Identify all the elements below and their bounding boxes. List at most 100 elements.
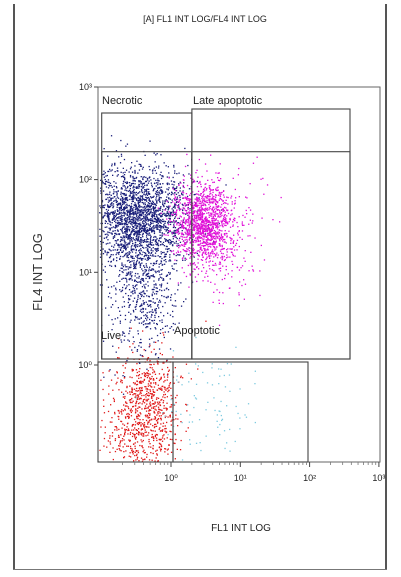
data-point <box>158 415 161 417</box>
data-point <box>141 184 143 186</box>
data-point <box>135 384 138 386</box>
data-point <box>151 375 153 378</box>
data-point <box>168 192 171 194</box>
data-point <box>197 231 199 233</box>
data-point <box>126 413 128 415</box>
data-point <box>175 410 177 413</box>
data-point <box>157 220 159 222</box>
data-point <box>142 202 144 204</box>
data-point <box>119 322 121 324</box>
data-point <box>218 205 220 207</box>
data-point <box>222 210 224 212</box>
data-point <box>219 245 221 247</box>
data-point <box>138 229 140 231</box>
data-point <box>127 339 129 341</box>
data-point <box>145 283 147 285</box>
data-point <box>156 298 158 300</box>
data-point <box>195 251 197 254</box>
data-point <box>182 221 184 223</box>
data-point <box>197 273 199 276</box>
data-point <box>169 215 171 217</box>
data-point <box>221 209 223 211</box>
data-point <box>175 236 177 238</box>
data-point <box>131 213 133 215</box>
data-point <box>216 414 218 416</box>
data-point <box>123 239 125 241</box>
data-point <box>105 175 107 177</box>
data-point <box>220 234 223 236</box>
data-point <box>132 175 134 178</box>
data-point <box>154 408 156 410</box>
data-point <box>115 351 117 353</box>
data-point <box>198 235 200 237</box>
data-point <box>153 286 155 288</box>
data-point <box>175 230 177 232</box>
data-point <box>164 396 166 399</box>
data-point <box>208 187 211 189</box>
data-point <box>159 190 161 192</box>
data-point <box>148 275 150 278</box>
data-point <box>166 396 168 398</box>
data-point <box>126 272 128 274</box>
data-point <box>199 229 201 231</box>
data-point <box>119 257 121 260</box>
data-point <box>201 220 204 222</box>
data-point <box>223 430 226 432</box>
data-point <box>112 193 115 195</box>
data-point <box>219 214 221 216</box>
data-point <box>170 387 172 389</box>
data-point <box>124 428 126 430</box>
data-point <box>152 369 154 371</box>
data-point <box>176 186 178 188</box>
data-point <box>224 238 226 241</box>
data-point <box>119 314 122 316</box>
data-point <box>229 226 232 228</box>
data-point <box>191 222 194 224</box>
data-point <box>236 249 238 251</box>
data-point <box>110 260 112 263</box>
data-point <box>195 193 198 195</box>
data-point <box>139 214 141 217</box>
data-point <box>205 226 207 228</box>
data-point <box>161 429 163 432</box>
data-point <box>172 329 175 331</box>
data-point <box>223 196 225 198</box>
data-point <box>146 319 148 321</box>
data-point <box>162 412 165 414</box>
data-point <box>130 249 133 251</box>
data-point <box>147 233 149 235</box>
data-point <box>174 206 176 208</box>
data-point <box>199 206 201 209</box>
data-point <box>149 401 151 403</box>
data-point <box>121 380 123 382</box>
data-point <box>148 193 151 195</box>
data-point <box>167 448 169 450</box>
data-point <box>151 184 153 186</box>
data-point <box>110 254 112 256</box>
data-point <box>116 217 118 220</box>
data-point <box>161 289 163 292</box>
data-point <box>199 194 202 196</box>
data-point <box>189 202 191 204</box>
data-point <box>198 227 201 230</box>
data-point <box>230 238 232 240</box>
data-point <box>245 416 248 418</box>
data-point <box>151 255 153 257</box>
data-point <box>135 244 137 246</box>
data-point <box>136 458 138 460</box>
data-point <box>191 202 194 204</box>
data-point <box>182 179 185 181</box>
data-point <box>206 209 208 211</box>
data-point <box>125 242 127 244</box>
data-point <box>164 451 166 453</box>
data-point <box>108 370 110 372</box>
data-point <box>195 237 197 239</box>
data-point <box>215 172 217 174</box>
data-point <box>134 442 136 444</box>
data-point <box>215 224 217 227</box>
data-point <box>141 196 144 198</box>
data-point <box>161 277 163 279</box>
data-point <box>130 166 132 168</box>
data-point <box>146 241 148 243</box>
data-point <box>155 284 157 286</box>
